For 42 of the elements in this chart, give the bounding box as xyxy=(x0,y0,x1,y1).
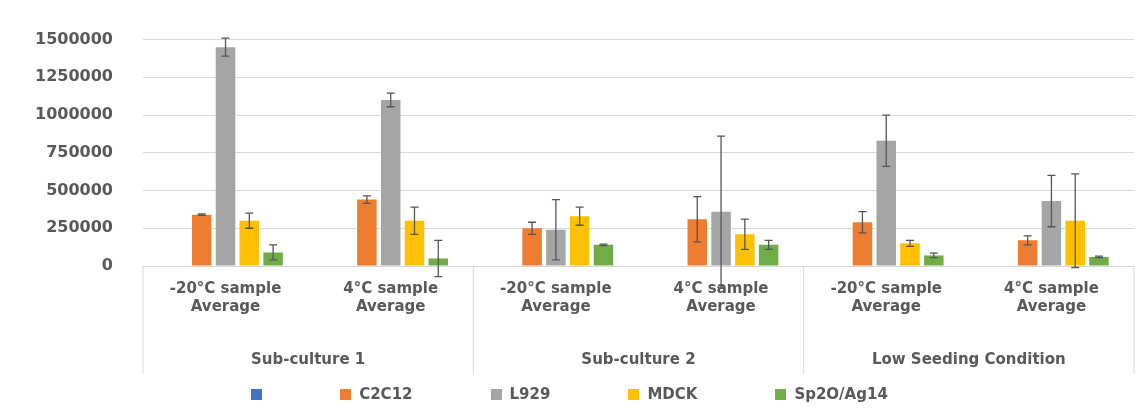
x-tick-label: -20°C sample Average xyxy=(169,278,282,315)
x-tick-label: 4°C sample Average xyxy=(673,278,769,315)
bar xyxy=(215,47,236,266)
y-tick-label: 1250000 xyxy=(34,66,113,86)
bar xyxy=(239,220,260,266)
bar xyxy=(1065,220,1085,266)
bar xyxy=(191,214,212,266)
bar xyxy=(1041,201,1062,266)
y-tick-label: 500000 xyxy=(46,179,113,199)
y-tick-label: 0 xyxy=(101,255,113,275)
bar xyxy=(522,228,542,266)
bar xyxy=(900,243,920,266)
x-tick-label: 4°C sample Average xyxy=(1003,278,1099,315)
bar xyxy=(924,255,944,266)
bar xyxy=(1089,256,1109,266)
y-tick-label: 250000 xyxy=(46,217,113,237)
bar xyxy=(404,220,425,266)
bar xyxy=(428,258,449,266)
legend-label: L929 xyxy=(509,385,551,403)
legend-label: MDCK xyxy=(647,385,698,403)
bar xyxy=(876,140,896,266)
bar xyxy=(569,216,590,266)
x-tick-label: -20°C sample Average xyxy=(500,278,612,315)
bar xyxy=(735,234,755,266)
legend-label: C2C12 xyxy=(359,385,413,403)
bar xyxy=(357,199,377,266)
bar xyxy=(852,222,873,266)
bar xyxy=(380,99,401,266)
y-tick-label: 1000000 xyxy=(34,104,113,124)
bar xyxy=(1017,240,1038,266)
text: Sub-culture 2 xyxy=(581,349,696,368)
text: Sub-culture 1 xyxy=(250,349,366,368)
text: Low Seeding Condition xyxy=(871,349,1066,368)
y-tick-label: 1500000 xyxy=(34,28,113,48)
y-tick-label: 750000 xyxy=(46,141,113,161)
x-tick-label: 4°C sample Average xyxy=(343,278,439,315)
legend-label: Sp2O/Ag14 xyxy=(794,385,888,403)
bar xyxy=(593,244,614,266)
x-tick-label: -20°C sample Average xyxy=(830,278,943,315)
bar xyxy=(758,244,779,266)
bar xyxy=(687,219,708,266)
bar xyxy=(711,211,731,266)
